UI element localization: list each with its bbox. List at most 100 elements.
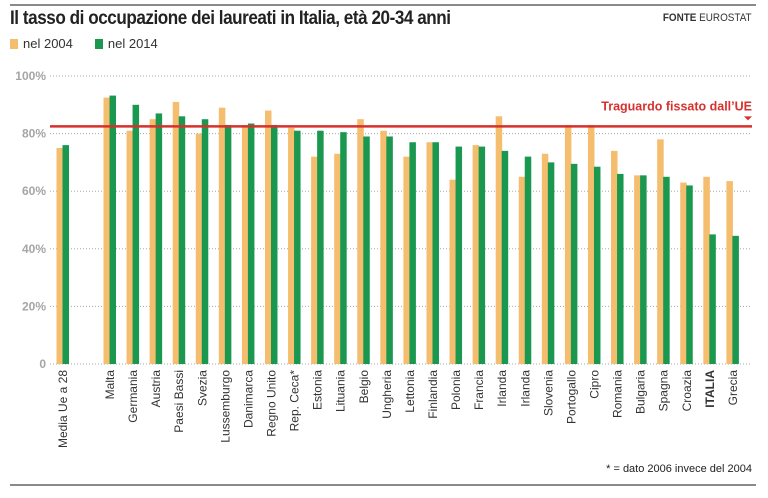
bottom-rule <box>10 484 756 486</box>
bar-2014 <box>501 150 509 364</box>
bar-2014 <box>109 95 116 365</box>
x-tick-label: Cipro <box>587 370 601 399</box>
x-tick-label: ITALIA <box>703 370 717 408</box>
bar-2014 <box>478 146 486 364</box>
x-tick-label: Spagna <box>657 370 671 412</box>
y-tick-label: 40% <box>22 242 46 256</box>
y-tick-label: 100% <box>15 69 46 83</box>
y-tick-label: 20% <box>22 299 46 313</box>
bar-2014 <box>455 146 463 364</box>
x-tick-label: Portogallo <box>564 370 578 424</box>
bar-2004 <box>634 175 641 364</box>
bar-2014 <box>340 132 347 364</box>
legend-item-2014: nel 2014 <box>94 36 158 51</box>
bar-2004 <box>472 145 480 364</box>
legend: nel 2004 nel 2014 <box>10 36 158 51</box>
legend-swatch <box>94 39 103 49</box>
bar-2014 <box>178 116 186 364</box>
bar-2014 <box>709 234 716 364</box>
x-tick-label: Svezia <box>195 370 209 406</box>
bar-2014 <box>317 130 324 364</box>
bar-2004 <box>264 110 272 364</box>
bar-2014 <box>155 113 163 364</box>
bar-2004 <box>611 150 618 364</box>
bar-2014 <box>294 130 301 364</box>
bar-2004 <box>103 97 110 364</box>
x-tick-label: Finlandia <box>426 370 440 419</box>
bar-2004 <box>449 179 457 364</box>
bar-2004 <box>587 124 595 365</box>
bar-2014 <box>247 123 255 365</box>
x-tick-label: Estonia <box>311 370 325 410</box>
triangle-down-icon <box>744 116 752 121</box>
x-tick-label: Lituania <box>334 370 348 412</box>
bar-2004 <box>241 124 249 365</box>
chart-title: Il tasso di occupazione dei laureati in … <box>10 8 451 29</box>
x-tick-label: Belgio <box>357 370 371 404</box>
bar-2004 <box>218 107 226 365</box>
bar-2004 <box>657 139 664 364</box>
bar-2014 <box>640 175 647 364</box>
x-tick-label: Media Ue a 28 <box>56 370 70 448</box>
bar-2004 <box>703 176 710 364</box>
x-tick-label: Lussemburgo <box>218 370 232 443</box>
bar-2004 <box>311 156 318 364</box>
target-label: Traguardo fissato dall’UE <box>601 99 752 113</box>
legend-item-2004: nel 2004 <box>10 36 73 51</box>
bar-2014 <box>409 142 416 364</box>
bar-2014 <box>732 235 739 364</box>
x-tick-label: Malta <box>103 370 117 400</box>
x-tick-label: Irlanda <box>495 370 509 407</box>
bar-2004 <box>541 153 549 364</box>
bar-2014 <box>386 136 393 364</box>
footnote: * = dato 2006 invece del 2004 <box>606 463 752 475</box>
legend-label: nel 2014 <box>107 36 158 51</box>
bar-2014 <box>524 156 532 364</box>
bar-2004 <box>288 127 295 364</box>
bar-2014 <box>432 142 439 364</box>
bar-2004 <box>680 182 687 364</box>
bar-2004 <box>149 119 157 364</box>
x-tick-label: Irlanda <box>518 370 532 407</box>
bar-2014 <box>224 124 232 365</box>
x-tick-label: Bulgaria <box>634 370 648 414</box>
y-tick-label: 0 <box>39 357 46 371</box>
bar-2014 <box>132 104 140 365</box>
legend-label: nel 2004 <box>23 36 73 51</box>
x-tick-label: Austria <box>149 370 163 408</box>
y-tick-label: 80% <box>22 127 46 141</box>
bar-2004 <box>495 116 503 364</box>
bar-2014 <box>363 136 370 364</box>
bar-2014 <box>593 166 601 364</box>
bar-2004 <box>380 130 387 364</box>
bar-2004 <box>403 156 410 364</box>
x-tick-label: Francia <box>472 370 486 410</box>
bar-2004 <box>726 181 733 364</box>
x-tick-label: Ungheria <box>380 370 394 419</box>
source: FONTE EUROSTAT <box>663 12 752 24</box>
source-value: EUROSTAT <box>699 12 752 24</box>
x-tick-label: Lettonia <box>403 370 417 413</box>
x-tick-label: Polonia <box>449 370 463 410</box>
bar-2014 <box>62 145 69 364</box>
bar-2014 <box>270 124 278 365</box>
bar-2014 <box>201 119 209 364</box>
bar-2014 <box>570 163 578 364</box>
x-tick-label: Rep. Ceca* <box>288 370 302 432</box>
bar-2004 <box>357 119 364 364</box>
bar-2014 <box>663 176 670 364</box>
x-tick-label: Slovenia <box>541 370 555 416</box>
bar-2004 <box>56 148 63 364</box>
bar-2004 <box>334 153 341 364</box>
x-tick-label: Paesi Bassi <box>172 370 186 433</box>
x-tick-label: Danimarca <box>241 370 255 428</box>
y-tick-label: 60% <box>22 184 46 198</box>
x-tick-label: Germania <box>126 370 140 423</box>
bar-2004 <box>426 142 433 364</box>
x-tick-label: Grecia <box>726 370 740 406</box>
x-tick-label: Romania <box>611 370 625 418</box>
bar-2004 <box>518 176 526 364</box>
bar-2004 <box>195 133 203 364</box>
top-rule <box>10 4 756 6</box>
